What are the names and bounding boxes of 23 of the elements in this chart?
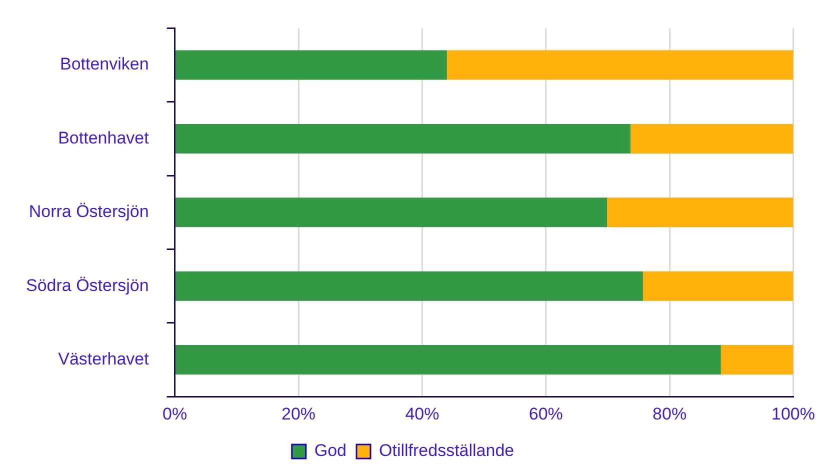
bar (446, 50, 794, 80)
x-tick-label: 20% (282, 404, 316, 424)
y-tick-label: Södra Östersjön (26, 276, 149, 295)
legend-label: Otillfredsställande (379, 441, 514, 460)
bar (176, 345, 721, 374)
x-tick-label: 80% (652, 404, 687, 424)
y-tick-label: Bottenhavet (58, 128, 150, 148)
y-tick-label: Västerhavet (58, 349, 150, 368)
x-tick-label: 60% (528, 404, 563, 424)
x-tick-label: 100% (772, 404, 815, 424)
bar (607, 198, 794, 228)
bar (642, 271, 794, 301)
bar (176, 271, 643, 301)
bar (720, 345, 794, 374)
y-tick-label: Norra Östersjön (28, 202, 149, 222)
bar (630, 124, 794, 154)
x-tick-label: 40% (405, 404, 440, 424)
y-tick-label: Bottenviken (60, 54, 149, 74)
bar (176, 50, 447, 80)
bar (176, 124, 631, 154)
x-tick-label: 0% (162, 404, 188, 424)
bar (176, 198, 608, 228)
legend-label: God (314, 441, 347, 460)
